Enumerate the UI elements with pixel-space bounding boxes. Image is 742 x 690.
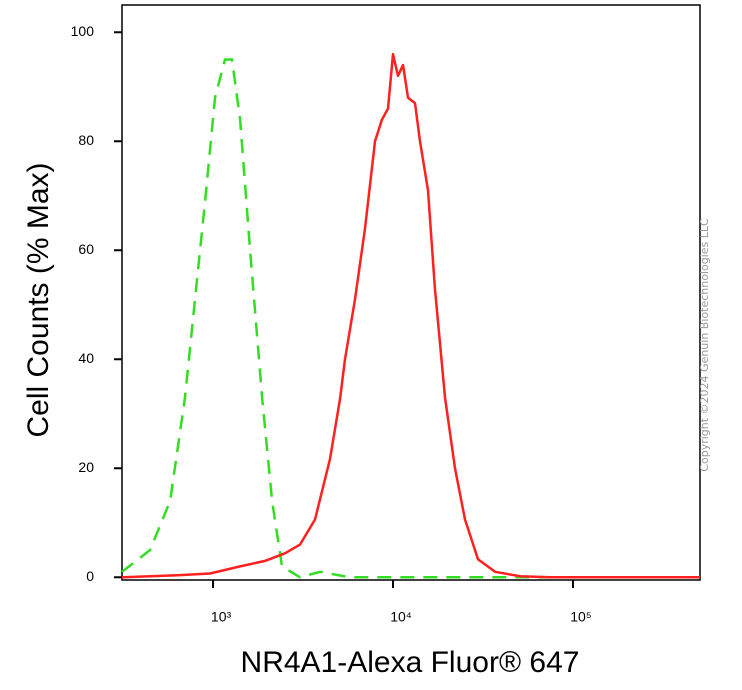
y-tick-label: 40 [78, 350, 94, 366]
x-tick-label: 10⁵ [570, 609, 591, 625]
y-tick-label: 60 [78, 241, 94, 257]
y-tick-label: 0 [86, 568, 94, 584]
x-axis-title: NR4A1-Alexa Fluor® 647 [241, 646, 580, 679]
y-axis-title: Cell Counts (% Max) [22, 162, 55, 437]
y-tick-label: 100 [71, 23, 95, 39]
copyright: Copyright ©2024 Genuin Biotechnologies L… [698, 218, 711, 472]
series-line [121, 58, 700, 579]
series-line [121, 52, 700, 579]
y-tick-label: 80 [78, 132, 94, 148]
x-tick-label: 10³ [211, 609, 232, 625]
y-tick-label: 20 [78, 459, 94, 475]
plot-frame [121, 4, 701, 581]
x-tick-label: 10⁴ [390, 609, 412, 625]
